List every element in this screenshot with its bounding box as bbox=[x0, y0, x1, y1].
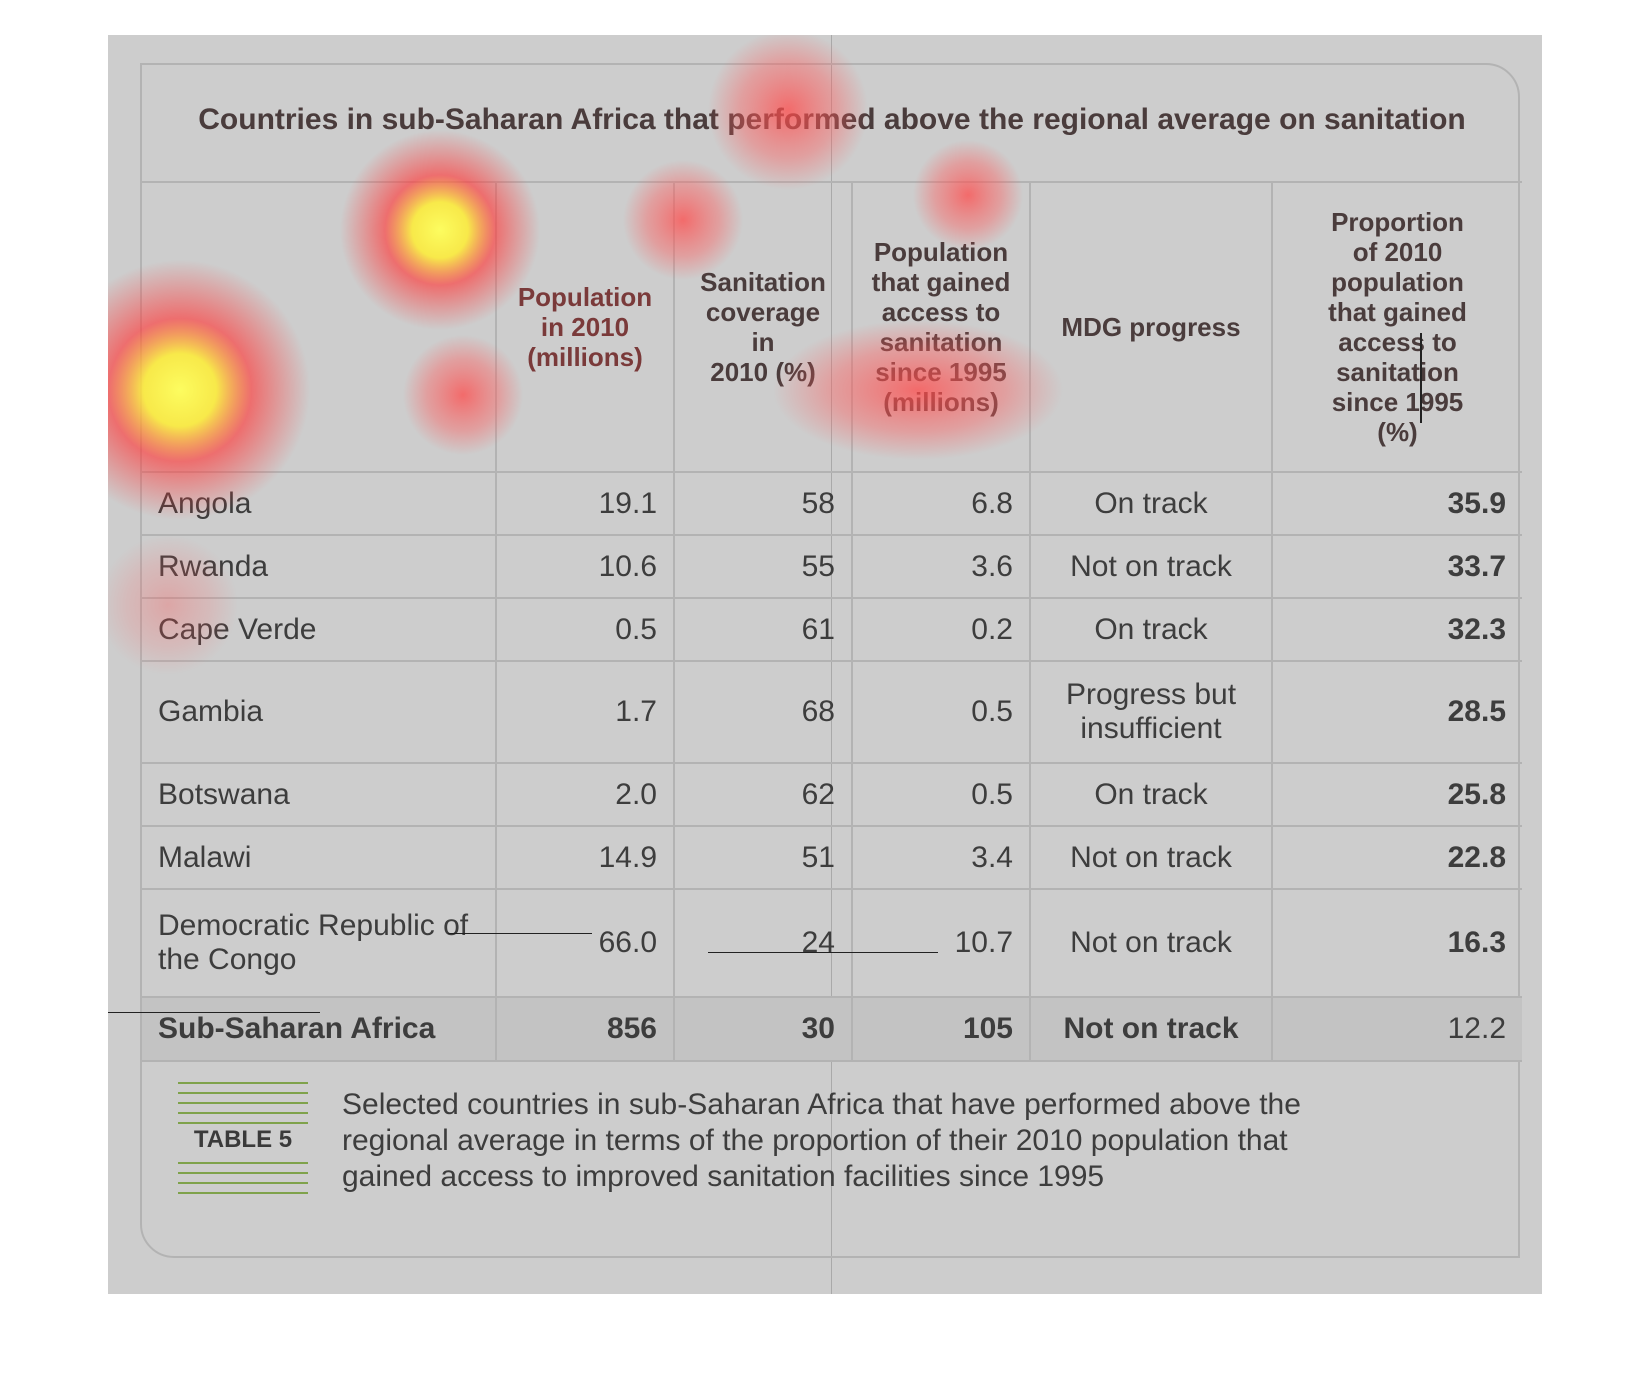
document-page: Countries in sub-Saharan Africa that per… bbox=[108, 35, 1542, 1294]
sanitation-table: Population in 2010 (millions) Sanitation… bbox=[142, 181, 1522, 1062]
cell-country: Cape Verde bbox=[142, 597, 497, 662]
cell-progress: Not on track bbox=[1029, 534, 1273, 599]
header-coverage: Sanitation coverage in 2010 (%) bbox=[673, 181, 853, 473]
header-progress: MDG progress bbox=[1029, 181, 1273, 473]
table-row: Cape Verde 0.5 61 0.2 On track 32.3 bbox=[142, 597, 1522, 662]
header-proportion: Proportion of 2010 population that gaine… bbox=[1271, 181, 1522, 473]
cell-country: Malawi bbox=[142, 825, 497, 890]
cell-proportion: 28.5 bbox=[1271, 660, 1522, 764]
cell-progress: On track bbox=[1029, 762, 1273, 827]
cell-gained: 105 bbox=[851, 996, 1031, 1062]
table-row: Democratic Republic of the Congo 66.0 24 10… bbox=[142, 888, 1522, 998]
cell-population: 856 bbox=[495, 996, 675, 1062]
cell-country: Sub-Saharan Africa bbox=[142, 996, 497, 1062]
table-caption: Selected countries in sub-Saharan Africa… bbox=[342, 1088, 1301, 1193]
cell-country: Botswana bbox=[142, 762, 497, 827]
table-title: Countries in sub-Saharan Africa that per… bbox=[198, 103, 1466, 136]
cell-gained: 0.2 bbox=[851, 597, 1031, 662]
cell-population: 66.0 bbox=[495, 888, 675, 998]
header-row: Population in 2010 (millions) Sanitation… bbox=[142, 181, 1522, 473]
scan-mark bbox=[108, 1012, 320, 1013]
cell-gained: 10.7 bbox=[851, 888, 1031, 998]
cell-proportion: 33.7 bbox=[1271, 534, 1522, 599]
cell-coverage: 24 bbox=[673, 888, 853, 998]
scan-mark bbox=[448, 933, 592, 934]
cell-proportion: 12.2 bbox=[1271, 996, 1522, 1062]
cell-coverage: 62 bbox=[673, 762, 853, 827]
cell-population: 0.5 bbox=[495, 597, 675, 662]
cell-proportion: 16.3 bbox=[1271, 888, 1522, 998]
scan-mark bbox=[708, 952, 938, 953]
cell-progress: On track bbox=[1029, 471, 1273, 536]
cell-coverage: 51 bbox=[673, 825, 853, 890]
cell-progress: Not on track bbox=[1029, 825, 1273, 890]
header-country bbox=[142, 181, 497, 473]
cell-coverage: 61 bbox=[673, 597, 853, 662]
table-row: Gambia 1.7 68 0.5 Progress but insufficient 2… bbox=[142, 660, 1522, 764]
cell-progress: On track bbox=[1029, 597, 1273, 662]
cell-population: 1.7 bbox=[495, 660, 675, 764]
table-card: Countries in sub-Saharan Africa that per… bbox=[140, 63, 1522, 1258]
header-population: Population in 2010 (millions) bbox=[495, 181, 675, 473]
cell-population: 2.0 bbox=[495, 762, 675, 827]
cell-proportion: 22.8 bbox=[1271, 825, 1522, 890]
table-row: Rwanda 10.6 55 3.6 Not on track 33.7 bbox=[142, 534, 1522, 599]
cell-country: Democratic Republic of the Congo bbox=[142, 888, 497, 998]
cell-gained: 3.4 bbox=[851, 825, 1031, 890]
cell-proportion: 32.3 bbox=[1271, 597, 1522, 662]
table-row: Angola 19.1 58 6.8 On track 35.9 bbox=[142, 471, 1522, 536]
cell-progress: Not on track bbox=[1029, 888, 1273, 998]
cell-population: 14.9 bbox=[495, 825, 675, 890]
table-row: Botswana 2.0 62 0.5 On track 25.8 bbox=[142, 762, 1522, 827]
table-row: Malawi 14.9 51 3.4 Not on track 22.8 bbox=[142, 825, 1522, 890]
cell-country: Angola bbox=[142, 471, 497, 536]
cell-population: 10.6 bbox=[495, 534, 675, 599]
cell-gained: 0.5 bbox=[851, 660, 1031, 764]
table-number-badge: TABLE 5 bbox=[178, 1082, 308, 1200]
cell-coverage: 58 bbox=[673, 471, 853, 536]
cell-coverage: 55 bbox=[673, 534, 853, 599]
cell-country: Gambia bbox=[142, 660, 497, 764]
total-row: Sub-Saharan Africa 856 30 105 Not on track 12… bbox=[142, 996, 1522, 1062]
cell-gained: 6.8 bbox=[851, 471, 1031, 536]
badge-label: TABLE 5 bbox=[178, 1126, 308, 1154]
cell-population: 19.1 bbox=[495, 471, 675, 536]
cell-country: Rwanda bbox=[142, 534, 497, 599]
scan-mark bbox=[1420, 333, 1422, 423]
cell-proportion: 25.8 bbox=[1271, 762, 1522, 827]
cell-gained: 3.6 bbox=[851, 534, 1031, 599]
header-gained: Population that gained access to sanitat… bbox=[851, 181, 1031, 473]
cell-coverage: 30 bbox=[673, 996, 853, 1062]
cell-coverage: 68 bbox=[673, 660, 853, 764]
cell-proportion: 35.9 bbox=[1271, 471, 1522, 536]
cell-gained: 0.5 bbox=[851, 762, 1031, 827]
cell-progress: Not on track bbox=[1029, 996, 1273, 1062]
cell-progress: Progress but insufficient bbox=[1029, 660, 1273, 764]
